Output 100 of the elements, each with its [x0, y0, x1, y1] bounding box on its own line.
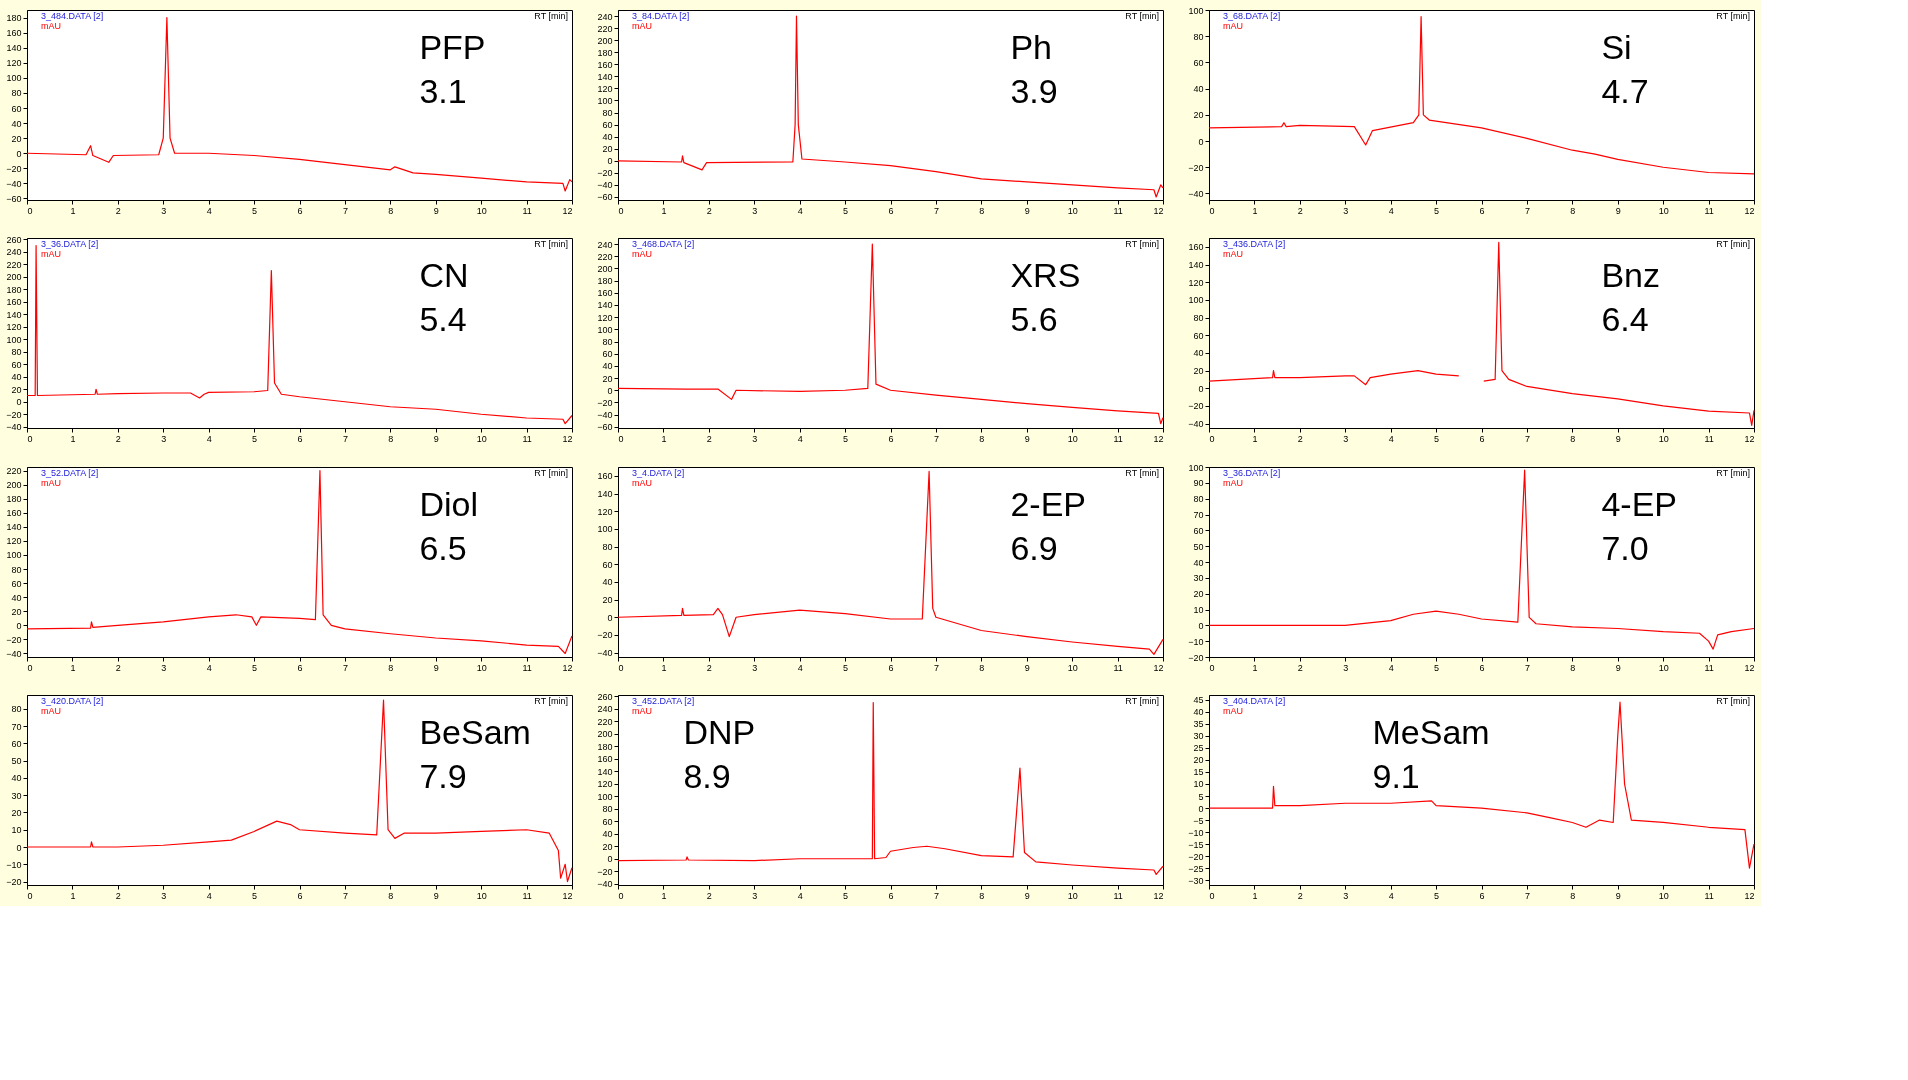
annotation: 5.4: [419, 300, 467, 338]
x-tick-label: 10: [476, 662, 487, 673]
y-tick-label: −40: [597, 410, 613, 421]
y-tick-label: −10: [1188, 827, 1204, 838]
x-tick-label: 8: [388, 890, 394, 901]
y-tick-label: 80: [602, 804, 613, 815]
y-tick-label: −40: [6, 422, 22, 433]
y-tick-label: 0: [16, 148, 22, 159]
y-tick-label: 180: [6, 284, 22, 295]
y-tick-label: −20: [597, 168, 613, 179]
x-tick-label: 6: [1479, 662, 1485, 673]
y-tick-label: 0: [16, 842, 22, 853]
annotation: 3.1: [419, 72, 467, 110]
y-tick-label: 70: [1193, 510, 1204, 520]
y-axis-title: mAU: [1223, 249, 1243, 259]
x-axis-title: RT [min]: [1125, 696, 1159, 706]
y-tick-label: 5: [1198, 791, 1204, 802]
x-tick-label: 5: [1434, 890, 1440, 901]
x-axis-title: RT [min]: [1716, 11, 1750, 21]
y-tick-label: 20: [11, 606, 22, 617]
chart-title: 3_68.DATA [2]: [1223, 11, 1281, 21]
y-tick-label: 80: [1193, 313, 1204, 324]
y-axis-title: mAU: [41, 21, 61, 31]
y-tick-label: 80: [602, 542, 613, 553]
x-axis-title: RT [min]: [1125, 468, 1159, 478]
y-axis-title: mAU: [632, 478, 652, 488]
y-tick-label: 40: [602, 132, 613, 143]
x-tick-label: 2: [1297, 433, 1303, 444]
x-tick-label: 10: [1067, 433, 1078, 444]
annotation: PFP: [419, 28, 486, 66]
x-tick-label: 2: [706, 205, 712, 216]
x-tick-label: 5: [843, 662, 849, 673]
chart-title: 3_404.DATA [2]: [1223, 696, 1286, 706]
x-tick-label: 8: [1570, 890, 1576, 901]
y-tick-label: 140: [6, 43, 22, 54]
x-tick-label: 4: [206, 890, 212, 901]
y-tick-label: 0: [1198, 136, 1204, 147]
y-tick-label: 60: [1193, 330, 1204, 341]
y-tick-label: 80: [11, 347, 22, 358]
x-tick-label: 9: [433, 662, 439, 673]
annotation: Bnz: [1601, 256, 1660, 294]
x-tick-label: 11: [1113, 662, 1123, 673]
y-tick-label: 120: [6, 536, 22, 547]
y-tick-label: 120: [597, 506, 613, 517]
y-tick-label: −40: [597, 180, 613, 191]
annotation: 9.1: [1372, 757, 1420, 795]
x-tick-label: 4: [797, 662, 803, 673]
y-tick-label: 120: [6, 322, 22, 333]
y-tick-label: 100: [6, 550, 22, 561]
y-tick-label: −20: [6, 163, 22, 174]
y-tick-label: 40: [11, 773, 22, 784]
x-tick-label: 11: [1704, 662, 1714, 673]
x-tick-label: 6: [1479, 433, 1485, 444]
x-tick-label: 4: [1388, 205, 1394, 216]
y-tick-label: −20: [6, 877, 22, 888]
x-axis-title: RT [min]: [534, 468, 568, 478]
x-tick-label: 4: [1388, 662, 1394, 673]
y-axis-title: mAU: [632, 706, 652, 716]
annotation: BeSam: [419, 713, 531, 751]
y-tick-label: 160: [6, 28, 22, 39]
y-tick-label: 45: [1193, 695, 1204, 706]
x-tick-label: 10: [476, 433, 487, 444]
x-tick-label: 8: [979, 433, 985, 444]
x-tick-label: 7: [1524, 662, 1530, 673]
x-tick-label: 4: [797, 205, 803, 216]
x-tick-label: 7: [342, 205, 348, 216]
x-tick-label: 9: [1024, 890, 1030, 901]
y-tick-label: 50: [11, 756, 22, 767]
y-tick-label: 40: [602, 577, 613, 588]
y-tick-label: 100: [1188, 295, 1204, 306]
x-tick-label: 1: [1252, 433, 1258, 444]
y-tick-label: −60: [597, 422, 613, 433]
y-tick-label: 140: [6, 309, 22, 320]
x-tick-label: 12: [1153, 890, 1164, 901]
x-tick-label: 3: [752, 662, 758, 673]
y-tick-label: 260: [6, 234, 22, 245]
x-tick-label: 8: [388, 662, 394, 673]
x-tick-label: 7: [1524, 205, 1530, 216]
x-tick-label: 2: [1297, 890, 1303, 901]
y-tick-label: −20: [1188, 162, 1204, 173]
y-tick-label: 140: [1188, 260, 1204, 271]
x-tick-label: 3: [752, 890, 758, 901]
y-tick-label: 100: [597, 95, 613, 106]
y-tick-label: 30: [11, 790, 22, 801]
x-tick-label: 7: [933, 433, 939, 444]
y-tick-label: 20: [1193, 366, 1204, 377]
chart-title: 3_4.DATA [2]: [632, 468, 685, 478]
annotation: 7.0: [1601, 529, 1649, 567]
y-tick-label: 80: [602, 108, 613, 119]
x-tick-label: 2: [1297, 205, 1303, 216]
y-tick-label: 20: [602, 144, 613, 155]
y-tick-label: 140: [597, 489, 613, 500]
y-tick-label: 200: [6, 272, 22, 283]
y-tick-label: 240: [597, 239, 613, 250]
y-tick-label: −40: [597, 648, 613, 659]
y-tick-label: 240: [6, 247, 22, 258]
y-axis-title: mAU: [1223, 21, 1243, 31]
x-tick-label: 11: [522, 890, 532, 901]
chart-title: 3_484.DATA [2]: [41, 11, 104, 21]
y-tick-label: 100: [597, 524, 613, 535]
